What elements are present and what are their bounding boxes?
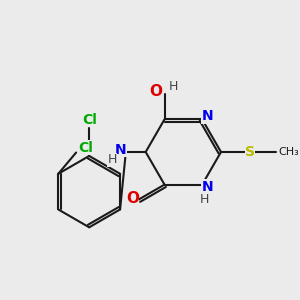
Text: S: S (245, 145, 255, 159)
Text: O: O (149, 84, 163, 99)
Text: H: H (107, 153, 117, 167)
Text: O: O (126, 191, 139, 206)
Text: H: H (200, 193, 209, 206)
Text: N: N (201, 180, 213, 194)
Text: H: H (169, 80, 178, 93)
Text: N: N (115, 143, 127, 157)
Text: Cl: Cl (82, 113, 97, 127)
Text: N: N (201, 110, 213, 123)
Text: Cl: Cl (79, 141, 94, 154)
Text: CH₃: CH₃ (278, 147, 299, 157)
